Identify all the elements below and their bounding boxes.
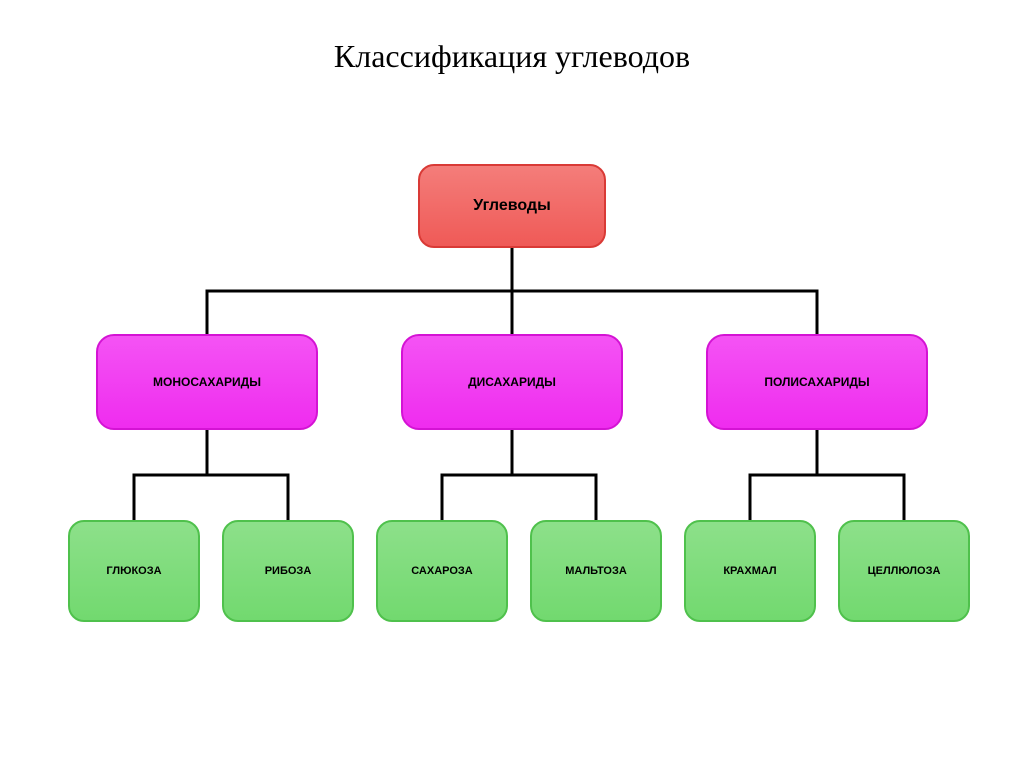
node-glucose: ГЛЮКОЗА (68, 520, 200, 622)
node-maltose-label: МАЛЬТОЗА (565, 565, 627, 577)
node-maltose: МАЛЬТОЗА (530, 520, 662, 622)
node-di: ДИСАХАРИДЫ (401, 334, 623, 430)
node-mono: МОНОСАХАРИДЫ (96, 334, 318, 430)
node-sucrose-label: САХАРОЗА (411, 565, 472, 577)
page-title: Классификация углеводов (0, 38, 1024, 75)
node-starch: КРАХМАЛ (684, 520, 816, 622)
node-root: Углеводы (418, 164, 606, 248)
node-glucose-label: ГЛЮКОЗА (106, 565, 161, 577)
node-sucrose: САХАРОЗА (376, 520, 508, 622)
node-starch-label: КРАХМАЛ (723, 565, 776, 577)
node-di-label: ДИСАХАРИДЫ (468, 375, 556, 389)
node-ribose-label: РИБОЗА (265, 565, 312, 577)
diagram-stage: Классификация углеводов Углеводы МОНОСАХ… (0, 0, 1024, 768)
node-cellulose: ЦЕЛЛЮЛОЗА (838, 520, 970, 622)
node-poly: ПОЛИСАХАРИДЫ (706, 334, 928, 430)
node-poly-label: ПОЛИСАХАРИДЫ (764, 375, 869, 389)
node-cellulose-label: ЦЕЛЛЮЛОЗА (868, 565, 941, 577)
node-mono-label: МОНОСАХАРИДЫ (153, 375, 261, 389)
node-root-label: Углеводы (473, 197, 550, 215)
node-ribose: РИБОЗА (222, 520, 354, 622)
